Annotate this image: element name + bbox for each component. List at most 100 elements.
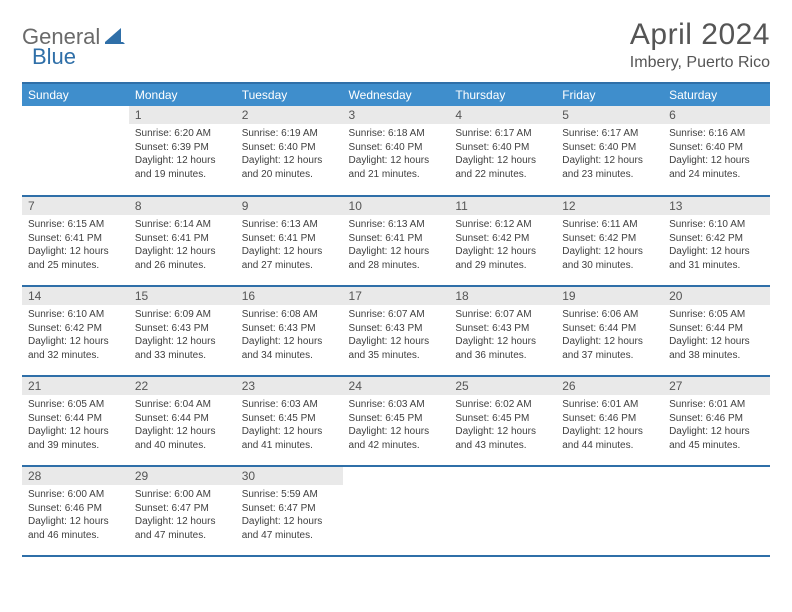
title-block: April 2024 Imbery, Puerto Rico — [630, 18, 770, 72]
day-details: Sunrise: 6:14 AMSunset: 6:41 PMDaylight:… — [129, 215, 236, 276]
day-details: Sunrise: 6:00 AMSunset: 6:47 PMDaylight:… — [129, 485, 236, 546]
day-number: 16 — [236, 287, 343, 305]
calendar-day-cell: 7Sunrise: 6:15 AMSunset: 6:41 PMDaylight… — [22, 196, 129, 286]
day-details: Sunrise: 6:07 AMSunset: 6:43 PMDaylight:… — [343, 305, 450, 366]
calendar-day-cell: 1Sunrise: 6:20 AMSunset: 6:39 PMDaylight… — [129, 106, 236, 196]
calendar-week-row: 21Sunrise: 6:05 AMSunset: 6:44 PMDayligh… — [22, 376, 770, 466]
calendar-day-cell: 19Sunrise: 6:06 AMSunset: 6:44 PMDayligh… — [556, 286, 663, 376]
day-number: 12 — [556, 197, 663, 215]
day-number: 29 — [129, 467, 236, 485]
weekday-header: Saturday — [663, 83, 770, 106]
weekday-header: Tuesday — [236, 83, 343, 106]
calendar-day-cell: 15Sunrise: 6:09 AMSunset: 6:43 PMDayligh… — [129, 286, 236, 376]
day-details: Sunrise: 6:15 AMSunset: 6:41 PMDaylight:… — [22, 215, 129, 276]
calendar-day-cell: 2Sunrise: 6:19 AMSunset: 6:40 PMDaylight… — [236, 106, 343, 196]
calendar-day-cell: 13Sunrise: 6:10 AMSunset: 6:42 PMDayligh… — [663, 196, 770, 286]
calendar-day-cell: 21Sunrise: 6:05 AMSunset: 6:44 PMDayligh… — [22, 376, 129, 466]
calendar-empty-cell — [449, 466, 556, 556]
day-details: Sunrise: 5:59 AMSunset: 6:47 PMDaylight:… — [236, 485, 343, 546]
day-number: 2 — [236, 106, 343, 124]
calendar-day-cell: 4Sunrise: 6:17 AMSunset: 6:40 PMDaylight… — [449, 106, 556, 196]
day-details: Sunrise: 6:10 AMSunset: 6:42 PMDaylight:… — [663, 215, 770, 276]
calendar-day-cell: 23Sunrise: 6:03 AMSunset: 6:45 PMDayligh… — [236, 376, 343, 466]
day-number: 23 — [236, 377, 343, 395]
day-details: Sunrise: 6:03 AMSunset: 6:45 PMDaylight:… — [343, 395, 450, 456]
calendar-day-cell: 27Sunrise: 6:01 AMSunset: 6:46 PMDayligh… — [663, 376, 770, 466]
calendar-week-row: 1Sunrise: 6:20 AMSunset: 6:39 PMDaylight… — [22, 106, 770, 196]
day-details: Sunrise: 6:07 AMSunset: 6:43 PMDaylight:… — [449, 305, 556, 366]
day-details: Sunrise: 6:20 AMSunset: 6:39 PMDaylight:… — [129, 124, 236, 185]
calendar-day-cell: 24Sunrise: 6:03 AMSunset: 6:45 PMDayligh… — [343, 376, 450, 466]
calendar-day-cell: 8Sunrise: 6:14 AMSunset: 6:41 PMDaylight… — [129, 196, 236, 286]
weekday-header: Monday — [129, 83, 236, 106]
day-details: Sunrise: 6:01 AMSunset: 6:46 PMDaylight:… — [663, 395, 770, 456]
weekday-header: Wednesday — [343, 83, 450, 106]
weekday-header: Thursday — [449, 83, 556, 106]
day-details: Sunrise: 6:00 AMSunset: 6:46 PMDaylight:… — [22, 485, 129, 546]
day-number: 8 — [129, 197, 236, 215]
day-details: Sunrise: 6:03 AMSunset: 6:45 PMDaylight:… — [236, 395, 343, 456]
calendar-body: 1Sunrise: 6:20 AMSunset: 6:39 PMDaylight… — [22, 106, 770, 556]
logo-text-blue: Blue — [32, 44, 76, 69]
calendar-day-cell: 20Sunrise: 6:05 AMSunset: 6:44 PMDayligh… — [663, 286, 770, 376]
calendar-day-cell: 29Sunrise: 6:00 AMSunset: 6:47 PMDayligh… — [129, 466, 236, 556]
day-number: 3 — [343, 106, 450, 124]
day-details: Sunrise: 6:06 AMSunset: 6:44 PMDaylight:… — [556, 305, 663, 366]
day-details: Sunrise: 6:18 AMSunset: 6:40 PMDaylight:… — [343, 124, 450, 185]
day-number: 4 — [449, 106, 556, 124]
day-details: Sunrise: 6:09 AMSunset: 6:43 PMDaylight:… — [129, 305, 236, 366]
day-number: 28 — [22, 467, 129, 485]
day-details: Sunrise: 6:17 AMSunset: 6:40 PMDaylight:… — [556, 124, 663, 185]
day-number: 17 — [343, 287, 450, 305]
calendar-empty-cell — [663, 466, 770, 556]
calendar-day-cell: 25Sunrise: 6:02 AMSunset: 6:45 PMDayligh… — [449, 376, 556, 466]
logo-sail-icon — [103, 25, 127, 50]
day-details: Sunrise: 6:17 AMSunset: 6:40 PMDaylight:… — [449, 124, 556, 185]
day-details: Sunrise: 6:04 AMSunset: 6:44 PMDaylight:… — [129, 395, 236, 456]
day-number: 5 — [556, 106, 663, 124]
day-number: 20 — [663, 287, 770, 305]
calendar-day-cell: 17Sunrise: 6:07 AMSunset: 6:43 PMDayligh… — [343, 286, 450, 376]
day-number: 1 — [129, 106, 236, 124]
day-details: Sunrise: 6:01 AMSunset: 6:46 PMDaylight:… — [556, 395, 663, 456]
day-number: 21 — [22, 377, 129, 395]
day-number: 15 — [129, 287, 236, 305]
calendar-day-cell: 14Sunrise: 6:10 AMSunset: 6:42 PMDayligh… — [22, 286, 129, 376]
calendar-day-cell: 9Sunrise: 6:13 AMSunset: 6:41 PMDaylight… — [236, 196, 343, 286]
day-number: 11 — [449, 197, 556, 215]
calendar-day-cell: 6Sunrise: 6:16 AMSunset: 6:40 PMDaylight… — [663, 106, 770, 196]
calendar-week-row: 14Sunrise: 6:10 AMSunset: 6:42 PMDayligh… — [22, 286, 770, 376]
day-number: 19 — [556, 287, 663, 305]
calendar-day-cell: 30Sunrise: 5:59 AMSunset: 6:47 PMDayligh… — [236, 466, 343, 556]
calendar-empty-cell — [556, 466, 663, 556]
calendar-day-cell: 22Sunrise: 6:04 AMSunset: 6:44 PMDayligh… — [129, 376, 236, 466]
weekday-header: Sunday — [22, 83, 129, 106]
day-details: Sunrise: 6:19 AMSunset: 6:40 PMDaylight:… — [236, 124, 343, 185]
month-title: April 2024 — [630, 18, 770, 52]
day-number: 7 — [22, 197, 129, 215]
day-number: 22 — [129, 377, 236, 395]
day-number: 9 — [236, 197, 343, 215]
day-details: Sunrise: 6:08 AMSunset: 6:43 PMDaylight:… — [236, 305, 343, 366]
day-details: Sunrise: 6:05 AMSunset: 6:44 PMDaylight:… — [22, 395, 129, 456]
day-number: 18 — [449, 287, 556, 305]
day-number: 14 — [22, 287, 129, 305]
logo-blue-wrap: Blue — [32, 44, 76, 70]
day-number: 13 — [663, 197, 770, 215]
day-details: Sunrise: 6:16 AMSunset: 6:40 PMDaylight:… — [663, 124, 770, 185]
calendar-empty-cell — [22, 106, 129, 196]
day-number: 30 — [236, 467, 343, 485]
day-details: Sunrise: 6:10 AMSunset: 6:42 PMDaylight:… — [22, 305, 129, 366]
day-details: Sunrise: 6:13 AMSunset: 6:41 PMDaylight:… — [343, 215, 450, 276]
day-number: 26 — [556, 377, 663, 395]
day-details: Sunrise: 6:13 AMSunset: 6:41 PMDaylight:… — [236, 215, 343, 276]
day-number: 24 — [343, 377, 450, 395]
calendar-day-cell: 10Sunrise: 6:13 AMSunset: 6:41 PMDayligh… — [343, 196, 450, 286]
calendar-day-cell: 26Sunrise: 6:01 AMSunset: 6:46 PMDayligh… — [556, 376, 663, 466]
day-details: Sunrise: 6:12 AMSunset: 6:42 PMDaylight:… — [449, 215, 556, 276]
weekday-header: Friday — [556, 83, 663, 106]
calendar-day-cell: 18Sunrise: 6:07 AMSunset: 6:43 PMDayligh… — [449, 286, 556, 376]
page-header: General April 2024 Imbery, Puerto Rico — [22, 18, 770, 72]
calendar-empty-cell — [343, 466, 450, 556]
day-details: Sunrise: 6:02 AMSunset: 6:45 PMDaylight:… — [449, 395, 556, 456]
